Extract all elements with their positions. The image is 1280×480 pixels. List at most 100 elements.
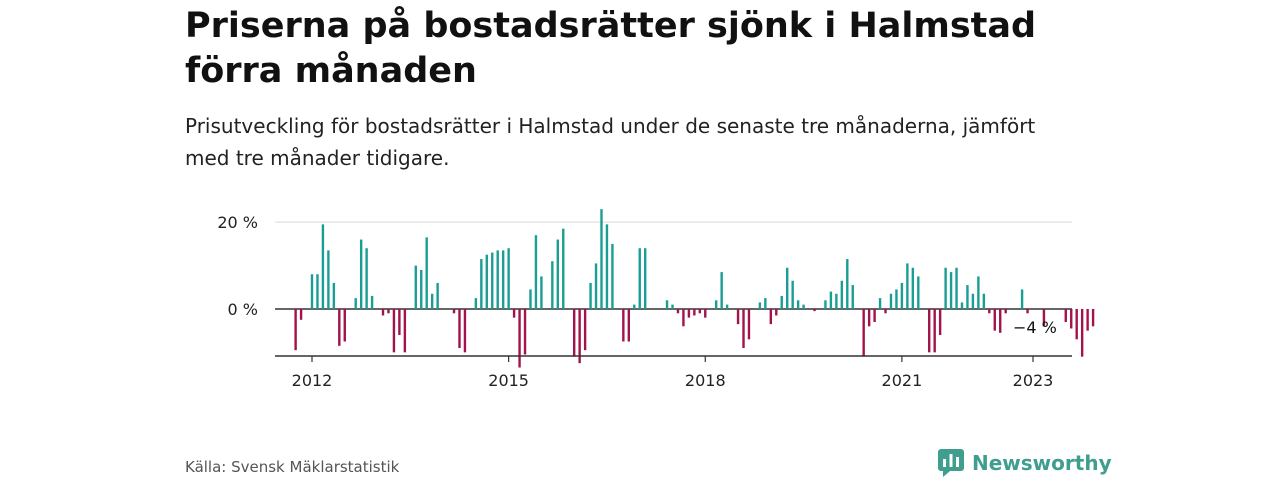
bar — [900, 282, 904, 309]
bar — [474, 298, 478, 309]
bar — [589, 282, 592, 309]
bar — [829, 291, 833, 309]
bars-layer — [294, 209, 1095, 368]
bar — [512, 308, 516, 318]
bar — [294, 308, 297, 351]
bar — [501, 250, 505, 309]
bar — [895, 289, 898, 309]
bar — [551, 261, 554, 309]
bar — [736, 308, 740, 325]
bar — [676, 308, 680, 314]
bar — [911, 267, 915, 309]
bar — [764, 298, 767, 309]
bar — [796, 300, 800, 309]
bar — [960, 302, 964, 309]
bar — [611, 243, 614, 309]
bar-chart: 0 % 20 % 2012 2015 2018 2021 2023 −4 % — [217, 209, 1095, 390]
bar — [747, 308, 751, 340]
bar — [1070, 308, 1073, 329]
bar — [840, 280, 844, 309]
bar — [955, 267, 958, 309]
bar — [846, 259, 849, 309]
bar — [452, 308, 456, 314]
axis-layer: 0 % 20 % 2012 2015 2018 2021 2023 −4 % — [217, 213, 1072, 390]
bar — [643, 248, 647, 309]
bar — [343, 308, 346, 342]
bar — [562, 228, 565, 309]
bar — [398, 308, 401, 335]
bar — [392, 308, 396, 353]
bar — [381, 308, 385, 316]
chart-title: Priserna på bostadsrätter sjönk i Halmst… — [185, 6, 1037, 91]
bar — [966, 285, 969, 309]
bar — [359, 239, 363, 309]
bar — [1042, 308, 1046, 327]
bar — [1064, 308, 1067, 322]
bar — [338, 308, 341, 346]
x-tick-label: 2023 — [1013, 371, 1054, 390]
bar — [933, 308, 936, 353]
bar — [436, 282, 439, 309]
bar — [540, 276, 543, 309]
bar — [906, 263, 909, 309]
bar — [354, 298, 357, 309]
bar — [988, 308, 991, 314]
x-tick-label: 2018 — [685, 371, 726, 390]
bar — [867, 308, 871, 327]
bar — [600, 209, 603, 309]
bar — [884, 308, 887, 314]
bar — [720, 272, 723, 309]
bar — [414, 265, 417, 309]
bar — [529, 289, 532, 309]
bar — [813, 308, 816, 312]
bar — [496, 250, 499, 309]
bar — [518, 308, 521, 368]
bar — [1026, 308, 1029, 314]
bar — [835, 293, 838, 309]
bar — [878, 298, 882, 309]
bar — [949, 272, 953, 309]
bar — [993, 308, 996, 331]
bar — [365, 248, 368, 309]
newsworthy-logo-icon — [938, 449, 964, 477]
bar — [917, 276, 920, 309]
bar — [982, 293, 986, 309]
bar — [403, 308, 407, 353]
bar — [802, 304, 805, 309]
bar — [873, 308, 876, 322]
bar — [671, 304, 674, 309]
brand-name: Newsworthy — [972, 451, 1112, 475]
bar — [938, 308, 942, 335]
bar — [507, 248, 510, 309]
source-note: Källa: Svensk Mäklarstatistik — [185, 458, 400, 476]
bar — [889, 293, 893, 309]
bar — [583, 308, 587, 351]
bar — [971, 293, 975, 309]
bar — [1020, 289, 1024, 309]
bar — [758, 302, 762, 309]
x-tick-label: 2015 — [488, 371, 529, 390]
bar — [977, 276, 980, 309]
bar — [327, 250, 330, 309]
bar — [999, 308, 1002, 333]
grid-layer — [275, 221, 1072, 310]
bar — [693, 308, 696, 316]
bar — [824, 300, 827, 309]
bar — [605, 224, 609, 309]
bar — [698, 308, 702, 314]
bar — [780, 295, 783, 309]
bar — [769, 308, 773, 325]
bar — [430, 293, 434, 309]
bar — [485, 254, 488, 309]
bar — [523, 308, 527, 355]
bar — [704, 308, 707, 318]
bar — [370, 295, 374, 309]
bar — [627, 308, 630, 342]
bar — [316, 274, 319, 309]
last-value-annotation: −4 % — [1013, 318, 1057, 337]
bar — [862, 308, 865, 357]
y-tick-label: 20 % — [217, 213, 258, 232]
bar — [715, 300, 718, 309]
bar — [491, 252, 494, 309]
bar — [687, 308, 691, 318]
